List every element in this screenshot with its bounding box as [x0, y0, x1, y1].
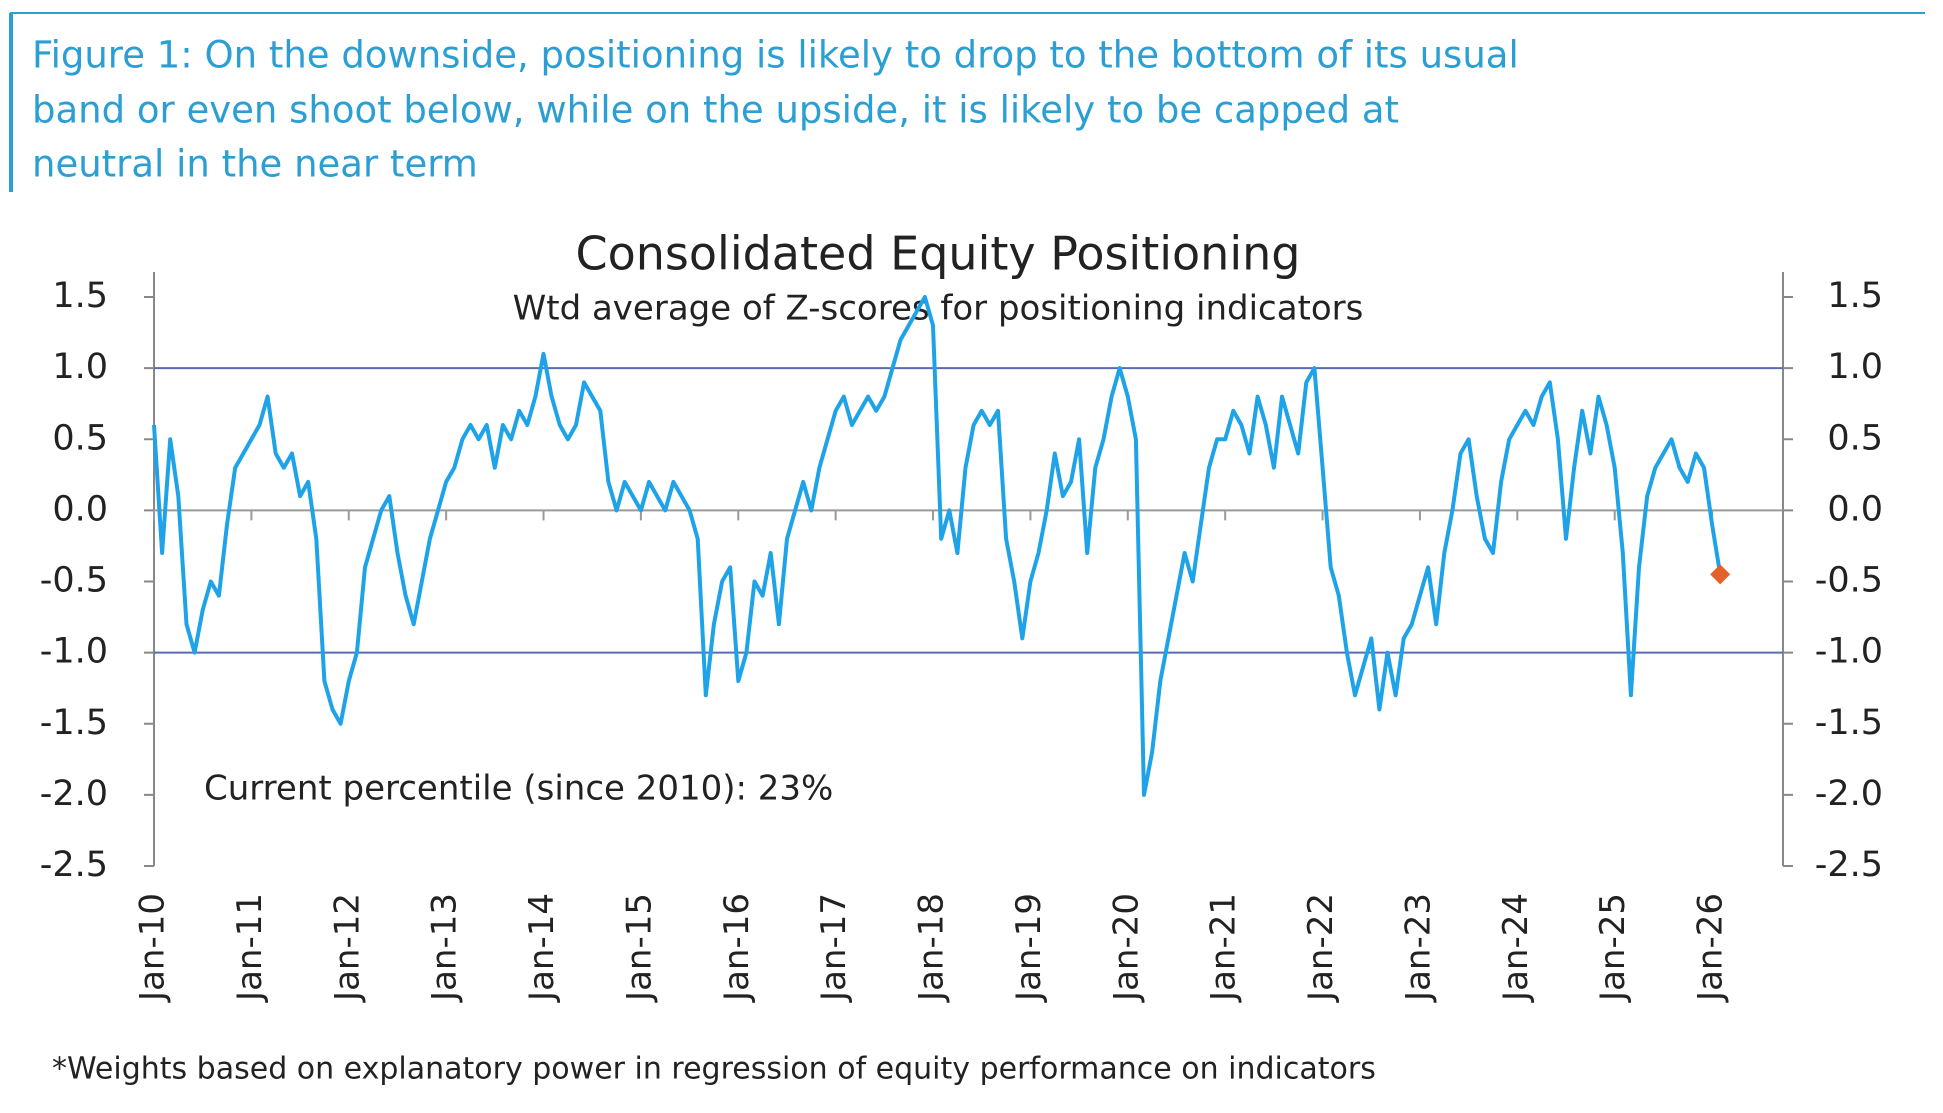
y-tick-label: -0.5: [40, 561, 108, 601]
y2-tick-label: 0.5: [1827, 418, 1883, 458]
x-tick-label: Jan-12: [327, 893, 367, 1003]
chart-subtitle: Wtd average of Z-scores for positioning …: [513, 289, 1364, 329]
y-tick-label: 1.0: [52, 347, 108, 387]
x-tick-label: Jan-16: [717, 893, 757, 1003]
x-tick-label: Jan-17: [814, 893, 854, 1003]
x-tick-label: Jan-22: [1301, 893, 1341, 1003]
y-tick-label: 0.0: [52, 489, 108, 529]
x-tick-label: Jan-14: [522, 893, 562, 1003]
y2-tick-label: -2.0: [1815, 774, 1883, 814]
y-tick-label: -1.0: [40, 632, 108, 672]
y2-tick-label: -2.5: [1815, 845, 1883, 885]
y-tick-label: -1.5: [40, 703, 108, 743]
y2-tick-label: -0.5: [1815, 561, 1883, 601]
x-tick-label: Jan-10: [133, 893, 173, 1003]
x-tick-label: Jan-25: [1593, 893, 1633, 1003]
y2-tick-label: -1.0: [1815, 632, 1883, 672]
y2-tick-label: 1.0: [1827, 347, 1883, 387]
caption-line: band or even shoot below, while on the u…: [32, 89, 1399, 132]
y2-tick-label: -1.5: [1815, 703, 1883, 743]
caption-line: Figure 1: On the downside, positioning i…: [32, 34, 1519, 77]
x-tick-label: Jan-21: [1204, 893, 1244, 1003]
x-tick-label: Jan-23: [1398, 893, 1438, 1003]
x-tick-label: Jan-15: [619, 893, 659, 1003]
annotation: Current percentile (since 2010): 23%: [204, 769, 833, 809]
caption-line: neutral in the near term: [32, 143, 478, 186]
x-tick-label: Jan-19: [1009, 893, 1049, 1003]
y-tick-label: -2.0: [40, 774, 108, 814]
series-line: [152, 295, 1723, 797]
x-tick-label: Jan-20: [1106, 893, 1146, 1003]
y2-tick-label: 1.5: [1827, 276, 1883, 316]
y2-tick-label: 0.0: [1827, 489, 1883, 529]
last-point: [1710, 564, 1731, 585]
y-tick-label: 0.5: [52, 418, 108, 458]
x-tick-label: Jan-24: [1496, 893, 1536, 1003]
x-tick-label: Jan-26: [1691, 893, 1731, 1003]
chart-title: Consolidated Equity Positioning: [576, 227, 1301, 281]
footnote: *Weights based on explanatory power in r…: [52, 1052, 1376, 1087]
y-tick-label: 1.5: [52, 276, 108, 316]
x-tick-label: Jan-18: [912, 893, 952, 1003]
x-tick-label: Jan-11: [230, 893, 270, 1003]
x-tick-label: Jan-13: [425, 893, 465, 1003]
y-tick-label: -2.5: [40, 845, 108, 885]
